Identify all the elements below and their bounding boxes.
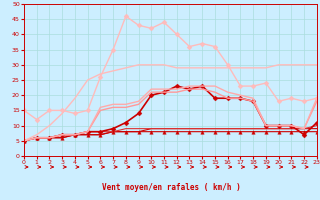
Text: Vent moyen/en rafales ( km/h ): Vent moyen/en rafales ( km/h ) — [102, 183, 241, 192]
